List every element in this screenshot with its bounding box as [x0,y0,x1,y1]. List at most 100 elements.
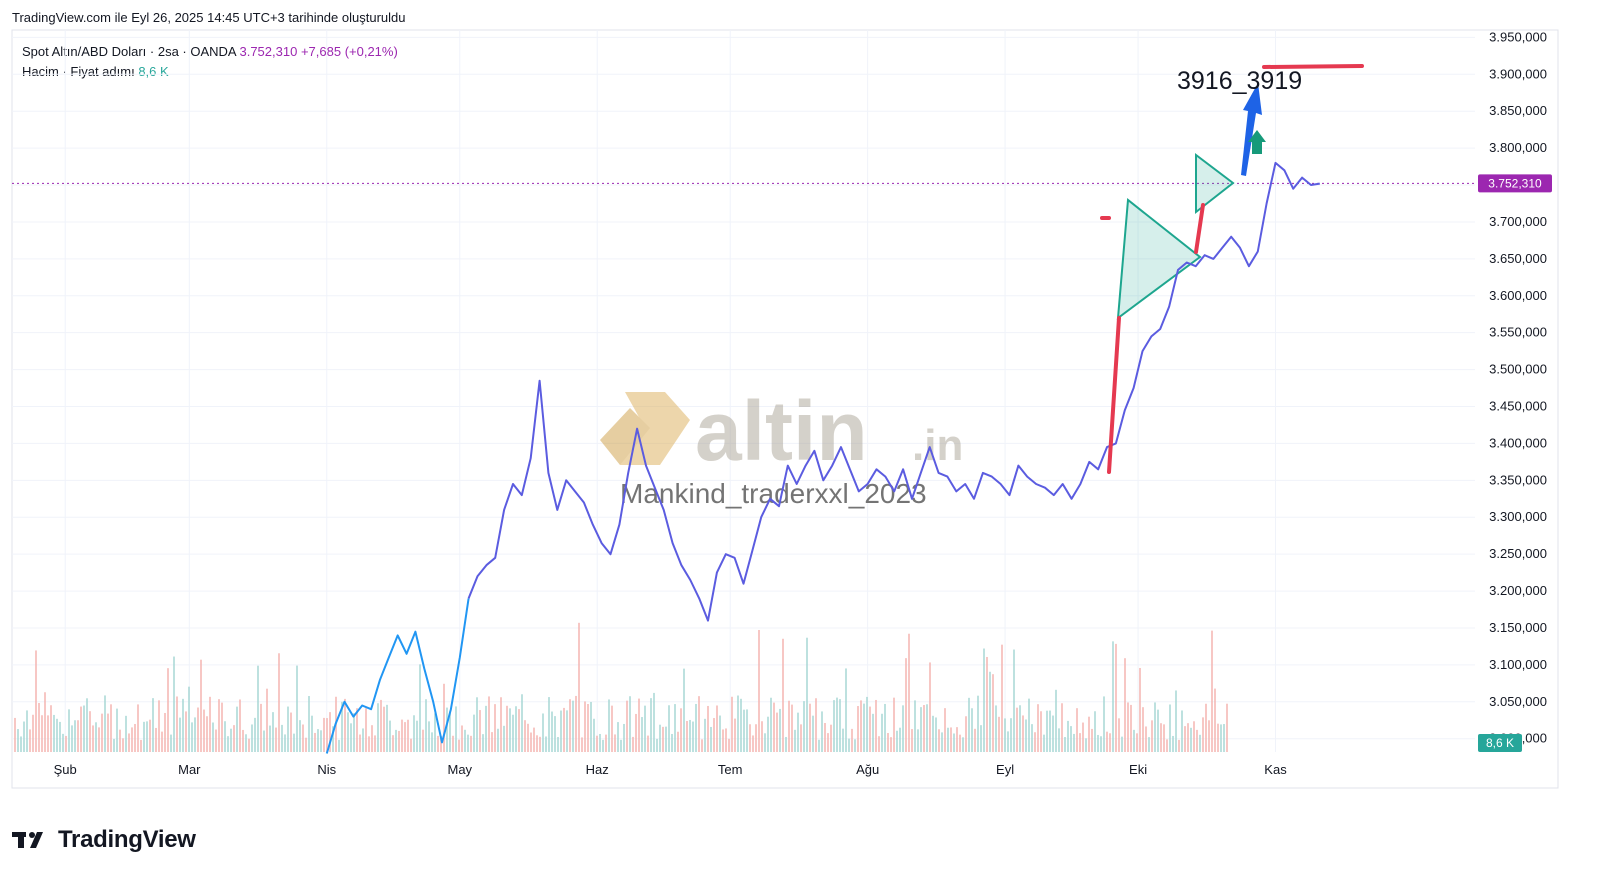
volume-bar [1010,718,1012,752]
volume-bar [554,716,556,752]
footer-logo[interactable]: TradingView [12,826,196,854]
volume-bar [770,697,772,752]
volume-bar [491,732,493,752]
volume-bar [1115,643,1117,752]
green-up-arrow-icon[interactable] [1248,130,1266,154]
volume-bar [293,733,295,752]
volume-bar [947,727,949,752]
volume-bar [446,707,448,752]
price-tag [1478,174,1552,193]
volume-bar [1181,710,1183,752]
volume-bar [530,732,532,752]
volume-bar [155,727,157,752]
volume-bar [152,698,154,752]
volume-bar [455,706,457,752]
volume-bar [206,716,208,752]
volume-bar [599,733,601,752]
volume-bar [320,730,322,752]
volume-bar [977,695,979,752]
volume-bar [230,728,232,752]
blue-up-arrow-icon[interactable] [1241,83,1262,176]
volume-bar [980,725,982,752]
volume-bar [419,664,421,752]
volume-bar [929,662,931,752]
volume-bar [590,701,592,752]
volume-bar [413,715,415,752]
volume-bar [1079,733,1081,752]
volume-bar [311,715,313,752]
volume-bar [866,696,868,752]
volume-bar [647,735,649,752]
volume-bars [14,622,1228,752]
target-annotation[interactable]: 3916_3919 [1177,67,1302,95]
y-tick-label: 3.850,000 [1489,103,1547,118]
volume-bar [722,729,724,752]
volume-bar [314,732,316,752]
volume-bar [1160,723,1162,752]
volume-bar [932,715,934,752]
volume-bar [44,692,46,752]
y-tick-label: 3.600,000 [1489,288,1547,303]
volume-bar [182,698,184,752]
watermark-author: Mankind_traderxxl_2023 [620,478,927,509]
flagpole-line-2[interactable] [1194,203,1205,254]
y-tick-label: 3.500,000 [1489,362,1547,377]
volume-bar [1106,731,1108,752]
legend-symbol-row[interactable]: Spot Altın/ABD Doları · 2sa · OANDA 3.75… [22,42,398,62]
volume-bar [53,714,55,752]
pennant-triangle-2[interactable] [1195,152,1235,215]
volume-tag [1478,734,1522,752]
volume-bar [767,716,769,752]
volume-bar [476,697,478,752]
x-tick-label: Ağu [856,762,879,777]
price-series [467,161,1320,622]
volume-bar [593,718,595,752]
volume-bar [1148,737,1150,752]
volume-bar [689,719,691,752]
volume-bar [638,698,640,752]
volume-bar [422,729,424,752]
volume-bar [911,729,913,752]
volume-bar [227,736,229,752]
volume-bar [509,708,511,752]
volume-bar [1028,698,1030,752]
volume-bar [740,698,742,752]
y-tick-label: 3.800,000 [1489,140,1547,155]
legend-volume-row[interactable]: Hacim · Fiyat adımı 8,6 K [22,62,398,82]
pennant-triangle-1[interactable] [1116,198,1202,321]
volume-bar [332,726,334,752]
volume-bar [785,736,787,752]
flagpole-line-1[interactable] [1107,316,1121,474]
volume-bar [998,716,1000,752]
volume-bar [1124,658,1126,752]
legend-change: +7,685 (+0,21%) [300,44,398,59]
volume-bar [581,737,583,752]
volume-bar [62,733,64,752]
volume-bar [1073,733,1075,752]
volume-bar [104,695,106,752]
volume-bar [926,704,928,752]
volume-bar [719,715,721,752]
y-tick-label: 3.550,000 [1489,325,1547,340]
volume-bar [1196,729,1198,752]
volume-bar [1151,720,1153,752]
target-line[interactable] [1262,64,1364,69]
y-tick-label: 3.450,000 [1489,399,1547,414]
volume-bar [200,659,202,752]
volume-bar [1208,720,1210,752]
y-axis: 3.000,0003.050,0003.100,0003.150,0003.20… [1489,29,1547,745]
volume-bar [692,721,694,752]
volume-bar [188,686,190,752]
volume-bar [470,735,472,752]
volume-bar [848,738,850,752]
volume-bar [731,696,733,752]
volume-bar [941,732,943,752]
volume-bar [734,718,736,752]
volume-bar [374,735,376,752]
volume-bar [254,717,256,752]
volume-bar [635,713,637,752]
volume-bar [710,726,712,752]
volume-bar [158,700,160,752]
volume-bar [551,711,553,752]
